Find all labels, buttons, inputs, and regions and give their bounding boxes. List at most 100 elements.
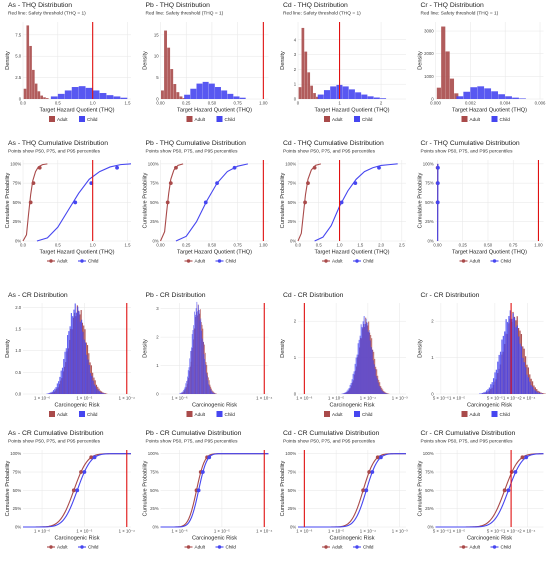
child-histogram-bar: [490, 384, 492, 394]
x-axis-label: Target Hazard Quotient (THQ): [452, 108, 527, 114]
child-histogram-bar: [540, 393, 542, 394]
y-axis-label: Density: [5, 51, 11, 70]
child-histogram-bar: [56, 383, 58, 394]
adult-percentile-point: [37, 165, 42, 170]
child-histogram-bar: [179, 393, 181, 394]
legend-adult-label: Adult: [57, 259, 68, 264]
chart-title: Pb - CR Cumulative Distribution: [146, 430, 242, 437]
child-percentile-point: [232, 165, 237, 170]
legend-adult-label: Adult: [195, 259, 206, 264]
legend-child-label: Child: [226, 259, 237, 264]
adult-histogram-bar: [310, 85, 313, 99]
x-axis-label: Carcinogenic Risk: [192, 403, 237, 409]
child-histogram-bar: [213, 393, 215, 394]
legend-child-label: Child: [500, 412, 511, 417]
child-histogram-bar: [192, 330, 194, 394]
child-histogram-bar: [343, 393, 345, 394]
child-histogram-bar: [194, 311, 195, 394]
child-histogram-bar: [101, 392, 103, 394]
legend-adult-marker: [461, 545, 466, 549]
child-histogram-bar: [77, 306, 79, 394]
legend-adult-label: Adult: [332, 412, 343, 417]
x-tick-label: 0.0: [20, 101, 27, 106]
y-axis-label: Density: [280, 51, 286, 70]
chart-title: Cd - CR Distribution: [283, 292, 344, 299]
child-histogram-bar: [211, 391, 213, 394]
y-tick-label: 15: [154, 32, 159, 37]
child-histogram-bar: [348, 387, 350, 394]
y-tick-label: 1.5: [15, 327, 22, 332]
x-axis-label: Target Hazard Quotient (THQ): [177, 250, 252, 256]
adult-percentile-point: [31, 181, 36, 186]
chart-title: Cr - CR Cumulative Distribution: [421, 430, 516, 437]
legend-adult-label: Adult: [332, 117, 343, 122]
adult-histogram-bar: [104, 393, 106, 394]
child-histogram-bar: [209, 388, 211, 394]
y-tick-label: 0%: [15, 239, 21, 244]
x-tick-label: 1 × 10⁻⁵: [449, 529, 465, 534]
child-histogram-bar: [106, 95, 114, 99]
adult-histogram-bar: [298, 87, 302, 99]
legend-adult-label: Adult: [195, 545, 206, 550]
child-histogram-bar: [359, 335, 361, 394]
child-histogram-bar: [91, 375, 93, 394]
adult-histogram-bar: [313, 93, 316, 99]
x-tick-label: 1 × 10⁻⁴: [119, 529, 135, 534]
x-tick-label: 1.00: [259, 101, 268, 106]
adult-histogram-bar: [538, 391, 541, 394]
legend-child-label: Child: [225, 117, 236, 122]
adult-histogram-bar: [103, 392, 105, 394]
chart-panel-pb-cr-hist: Pb - CR Distribution 1 × 10⁻⁶ 1 × 10⁻⁴ 0 1 2 3…: [143, 292, 273, 417]
child-histogram-bar: [51, 391, 53, 394]
child-histogram-bar: [83, 339, 85, 394]
x-tick-label: 0.0: [20, 243, 27, 248]
x-tick-label: 0.00: [156, 243, 165, 248]
y-tick-label: 2.5: [15, 75, 22, 80]
x-tick-label: 5 × 10⁻⁵: [487, 529, 503, 534]
y-tick-label: 0: [156, 97, 159, 102]
child-histogram-bar: [215, 87, 221, 99]
chart-panel-cr-thq-cdf: Cr - THQ Cumulative Distribution Points s…: [418, 140, 544, 264]
child-histogram-bar: [64, 90, 72, 99]
legend-adult-marker: [49, 259, 53, 263]
x-tick-label: 1.0: [337, 243, 344, 248]
child-histogram-bar: [355, 357, 357, 394]
child-histogram-bar: [317, 94, 324, 99]
child-histogram-bar: [353, 371, 355, 394]
child-histogram-bar: [481, 392, 484, 394]
child-histogram-bar: [368, 330, 370, 394]
child-histogram-bar: [342, 393, 344, 394]
y-axis-label: Cumulative Probability: [418, 460, 424, 516]
child-histogram-bar: [477, 86, 485, 99]
child-histogram-bar: [188, 367, 190, 394]
y-tick-label: 5: [156, 75, 159, 80]
legend-child-marker: [80, 545, 84, 549]
child-histogram-bar: [361, 94, 368, 99]
child-histogram-bar: [534, 390, 537, 394]
adult-histogram-bar: [179, 96, 183, 99]
child-histogram-bar: [179, 393, 180, 394]
child-histogram-bar: [366, 322, 368, 394]
y-tick-label: 4: [294, 37, 297, 42]
x-tick-label: 1.5: [125, 101, 132, 106]
adult-histogram-bar: [161, 90, 164, 99]
adult-percentile-point: [174, 165, 178, 170]
chart-subtitle: Red line: Safety threshold (THQ = 1): [146, 11, 224, 17]
y-axis-label: Density: [280, 339, 286, 358]
child-percentile-point: [207, 455, 212, 460]
chart-subtitle: Points show P50, P75, and P95 percentile…: [421, 439, 514, 445]
child-histogram-bar: [351, 379, 353, 394]
legend-adult-label: Adult: [470, 545, 481, 550]
adult-histogram-bar: [441, 26, 446, 99]
adult-percentile-point: [303, 200, 307, 205]
child-histogram-bar: [530, 385, 532, 394]
child-histogram-bar: [470, 87, 478, 99]
x-tick-label: 1.0: [90, 101, 97, 106]
adult-histogram-bar: [537, 390, 539, 394]
child-histogram-bar: [197, 311, 198, 394]
child-percentile-point: [339, 200, 344, 205]
adult-histogram-bar: [386, 393, 388, 394]
y-tick-label: 100%: [148, 451, 159, 456]
y-tick-label: 50%: [425, 488, 434, 493]
